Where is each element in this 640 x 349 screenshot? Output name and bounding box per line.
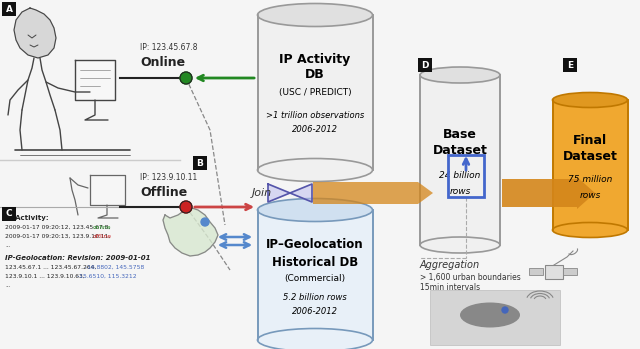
Text: DB: DB	[305, 68, 325, 82]
Text: IP Activity:: IP Activity:	[5, 215, 49, 221]
Text: rows: rows	[579, 192, 601, 200]
Text: IP Activity: IP Activity	[280, 53, 351, 67]
Circle shape	[180, 201, 192, 213]
Text: IP: 123.45.67.8: IP: 123.45.67.8	[140, 44, 198, 52]
Polygon shape	[14, 8, 56, 58]
Text: 2009-01-17 09:20:13, 123.9.10.11,: 2009-01-17 09:20:13, 123.9.10.11,	[5, 234, 112, 239]
Bar	[193, 156, 207, 170]
Bar	[529, 268, 543, 275]
Text: > 1,600 urban boundaries: > 1,600 urban boundaries	[420, 273, 521, 282]
Bar	[257, 210, 372, 340]
Ellipse shape	[257, 3, 372, 27]
Text: -16.8802, 145.5758: -16.8802, 145.5758	[85, 265, 144, 270]
Text: offline: offline	[93, 234, 112, 239]
Polygon shape	[163, 208, 218, 256]
Text: E: E	[567, 60, 573, 69]
Ellipse shape	[257, 199, 372, 222]
Bar	[2, 2, 16, 16]
Bar	[257, 15, 372, 170]
Text: (Commercial): (Commercial)	[284, 274, 346, 282]
Bar	[563, 268, 577, 275]
Text: D: D	[421, 60, 429, 69]
Text: IP-Geolocation: Revision: 2009-01-01: IP-Geolocation: Revision: 2009-01-01	[5, 255, 150, 261]
Circle shape	[201, 218, 209, 226]
Bar	[563, 58, 577, 72]
Text: -15.6510, 115.3212: -15.6510, 115.3212	[77, 274, 137, 279]
Polygon shape	[90, 175, 125, 205]
Text: B: B	[196, 158, 204, 168]
Text: (USC / PREDICT): (USC / PREDICT)	[278, 89, 351, 97]
Text: Dataset: Dataset	[433, 144, 488, 157]
Bar	[545, 265, 563, 279]
Ellipse shape	[552, 223, 627, 238]
FancyArrow shape	[313, 182, 433, 204]
Text: Aggregation: Aggregation	[420, 260, 480, 270]
Text: ...: ...	[5, 283, 11, 288]
Polygon shape	[268, 184, 312, 202]
Bar	[420, 75, 500, 245]
Ellipse shape	[420, 237, 500, 253]
Text: 2009-01-17 09:20:12, 123.45.67.8,: 2009-01-17 09:20:12, 123.45.67.8,	[5, 225, 112, 230]
Text: Dataset: Dataset	[563, 149, 618, 163]
Text: >1 trillion observations: >1 trillion observations	[266, 111, 364, 119]
Text: Base: Base	[443, 128, 477, 141]
Text: IP–Geolocation: IP–Geolocation	[266, 238, 364, 252]
Text: IP: 123.9.10.11: IP: 123.9.10.11	[140, 173, 197, 183]
Ellipse shape	[552, 92, 627, 107]
Bar	[418, 58, 432, 72]
Text: ...: ...	[5, 243, 11, 248]
Text: 123.45.67.1 ... 123.45.67.264,: 123.45.67.1 ... 123.45.67.264,	[5, 265, 98, 270]
Text: A: A	[6, 5, 13, 14]
Text: 75 million: 75 million	[568, 176, 612, 185]
Text: Join: Join	[252, 188, 272, 198]
Circle shape	[502, 307, 508, 313]
Text: Online: Online	[140, 55, 185, 68]
Ellipse shape	[257, 328, 372, 349]
Text: 24 billion: 24 billion	[439, 171, 481, 179]
Circle shape	[180, 72, 192, 84]
Text: 5.2 billion rows: 5.2 billion rows	[283, 292, 347, 302]
Bar	[2, 207, 16, 221]
Text: Final: Final	[573, 134, 607, 147]
Bar	[448, 155, 484, 197]
Text: 15min intervals: 15min intervals	[420, 283, 480, 292]
Text: C: C	[6, 209, 12, 218]
Ellipse shape	[257, 158, 372, 181]
Text: rows: rows	[449, 186, 470, 195]
Text: 2006-2012: 2006-2012	[292, 307, 338, 317]
Bar	[552, 100, 627, 230]
Text: 123.9.10.1 ... 123.9.10.63,: 123.9.10.1 ... 123.9.10.63,	[5, 274, 86, 279]
Ellipse shape	[460, 303, 520, 327]
Text: Historical DB: Historical DB	[272, 255, 358, 268]
Bar	[430, 290, 560, 345]
Text: Offline: Offline	[140, 186, 188, 199]
Text: 2006-2012: 2006-2012	[292, 126, 338, 134]
Ellipse shape	[420, 67, 500, 83]
FancyArrow shape	[502, 177, 595, 209]
Text: online: online	[93, 225, 111, 230]
Polygon shape	[75, 60, 115, 100]
